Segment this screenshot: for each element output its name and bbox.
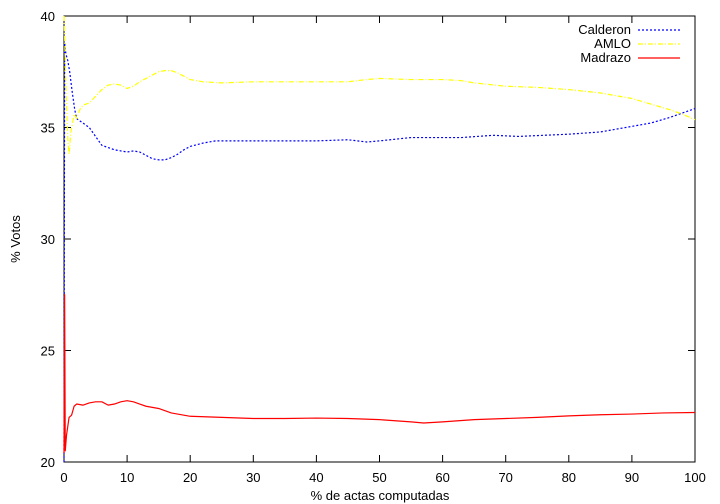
- x-tick-label: 50: [372, 470, 386, 485]
- x-tick-label: 0: [60, 470, 67, 485]
- series-lines: [63, 15, 696, 463]
- y-tick-label: 25: [41, 344, 55, 359]
- x-tick-label: 60: [435, 470, 449, 485]
- legend-label-calderon: Calderon: [578, 22, 631, 37]
- series-line-madrazo: [63, 294, 696, 454]
- x-tick-label: 10: [120, 470, 134, 485]
- y-tick-label: 20: [41, 455, 55, 470]
- legend-label-madrazo: Madrazo: [580, 50, 631, 65]
- x-tick-label: 30: [246, 470, 260, 485]
- y-tick-label: 40: [41, 9, 55, 24]
- y-tick-label: 35: [41, 121, 55, 136]
- axis-ticks: 0 10 20 30 40 50 60 70 80 90 100 20 25 30 35 40: [41, 9, 706, 485]
- x-axis-label: % de actas computadas: [311, 488, 450, 503]
- x-tick-label: 40: [309, 470, 323, 485]
- series-line-amlo: [63, 15, 696, 155]
- x-tick-label: 100: [684, 470, 706, 485]
- y-tick-label: 30: [41, 232, 55, 247]
- x-tick-label: 70: [498, 470, 512, 485]
- x-tick-label: 80: [562, 470, 576, 485]
- y-axis-label: % Votos: [8, 215, 23, 263]
- x-tick-label: 20: [183, 470, 197, 485]
- plot-frame: [63, 15, 696, 463]
- series-line-calderon: [63, 42, 696, 463]
- legend-label-amlo: AMLO: [594, 36, 631, 51]
- x-tick-label: 90: [625, 470, 639, 485]
